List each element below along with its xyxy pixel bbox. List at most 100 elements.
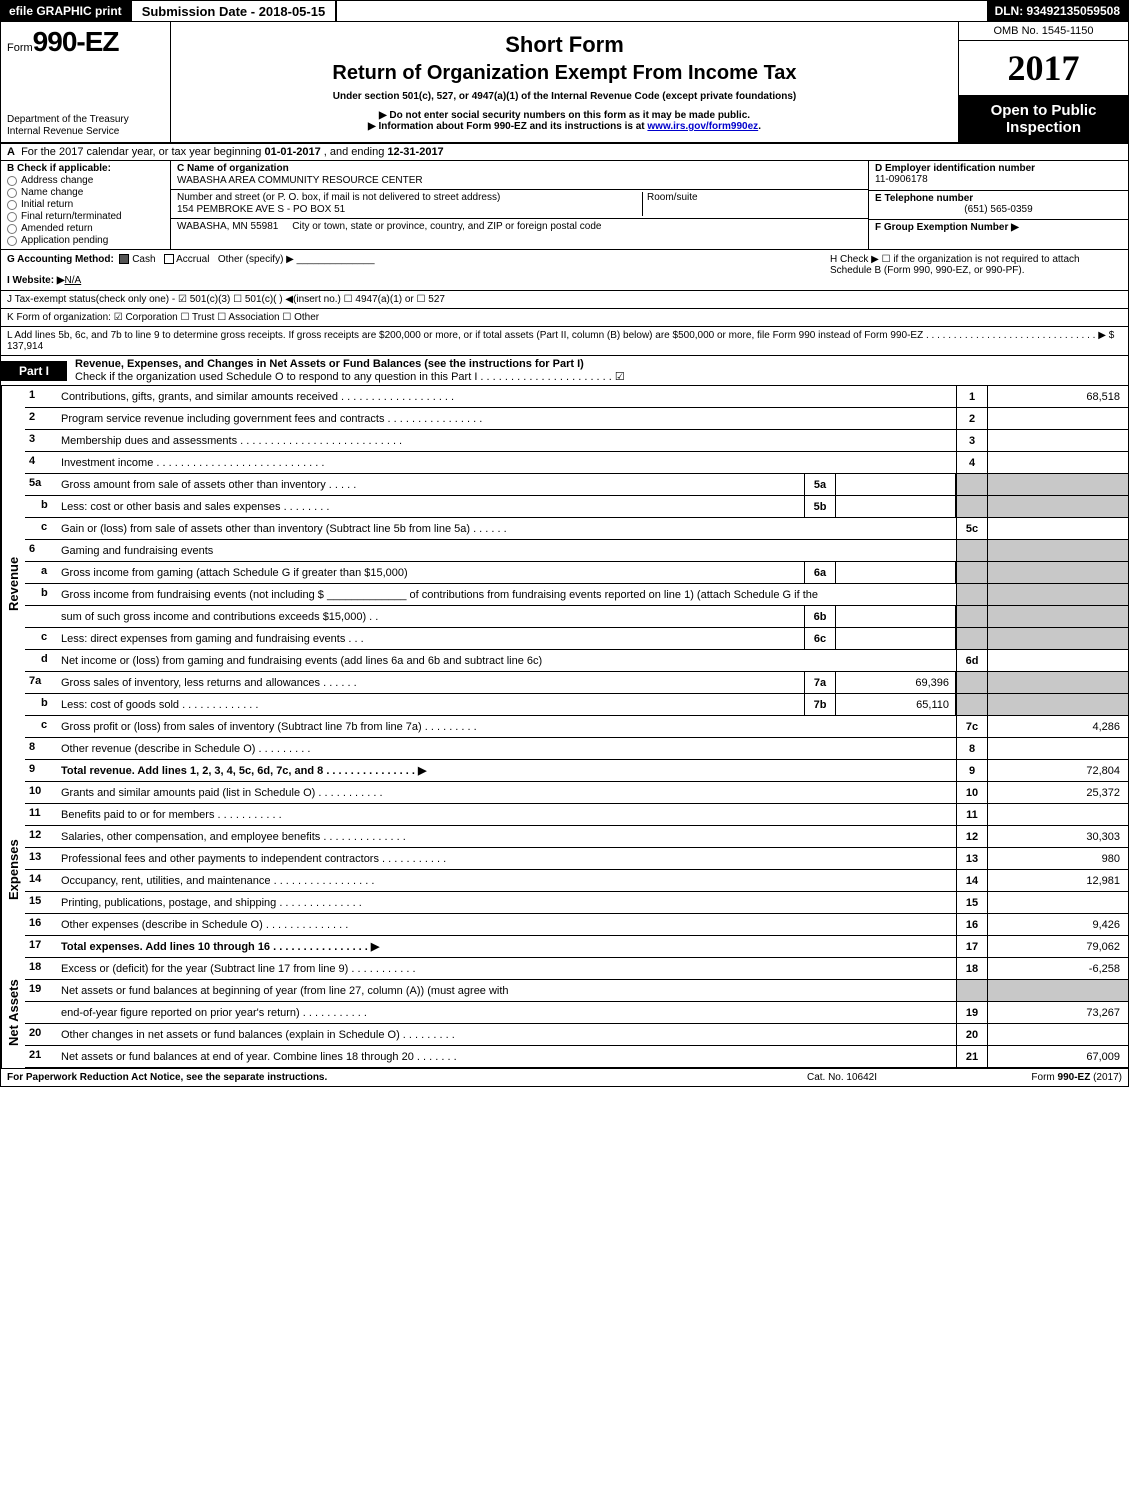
line-number: 2 (25, 408, 57, 429)
part1-header: Part I Revenue, Expenses, and Changes in… (0, 356, 1129, 386)
footer-formno: Form 990-EZ (2017) (942, 1072, 1122, 1083)
tax-year: 2017 (959, 41, 1128, 96)
line-number: 20 (25, 1024, 57, 1045)
mid-line-value (836, 628, 956, 649)
opt-cash: Cash (132, 254, 155, 265)
box-value (988, 408, 1128, 429)
box-value: 79,062 (988, 936, 1128, 957)
lbl-application-pending: Application pending (21, 235, 108, 246)
title-return: Return of Organization Exempt From Incom… (181, 62, 948, 85)
box-number (956, 474, 988, 495)
line-row: 14Occupancy, rent, utilities, and mainte… (25, 870, 1128, 892)
line-desc: Less: direct expenses from gaming and fu… (57, 628, 804, 649)
mid-line-number: 7a (804, 672, 836, 693)
box-value (988, 584, 1128, 605)
line-number: b (25, 584, 57, 605)
lbl-name-change: Name change (21, 187, 83, 198)
box-value: 30,303 (988, 826, 1128, 847)
line-number: 15 (25, 892, 57, 913)
cb-initial-return[interactable] (7, 200, 17, 210)
mid-line-value (836, 496, 956, 517)
box-number: 17 (956, 936, 988, 957)
box-value (988, 672, 1128, 693)
mid-line-value: 65,110 (836, 694, 956, 715)
line-number: 19 (25, 980, 57, 1001)
box-number: 4 (956, 452, 988, 473)
footer-catno: Cat. No. 10642I (742, 1072, 942, 1083)
line-a-tax-year: A For the 2017 calendar year, or tax yea… (0, 144, 1129, 161)
box-value (988, 518, 1128, 539)
line-number: d (25, 650, 57, 671)
org-city: WABASHA, MN 55981 (177, 221, 278, 232)
cb-final-return[interactable] (7, 212, 17, 222)
part1-check-text: Check if the organization used Schedule … (75, 371, 625, 383)
form-header: Form990-EZ Department of the Treasury In… (0, 22, 1129, 144)
line-desc: Grants and similar amounts paid (list in… (57, 782, 956, 803)
subtitle-under-section: Under section 501(c), 527, or 4947(a)(1)… (181, 91, 948, 102)
opt-other: Other (specify) ▶ (218, 254, 294, 265)
box-number: 15 (956, 892, 988, 913)
line-row: 21Net assets or fund balances at end of … (25, 1046, 1128, 1068)
org-address: 154 PEMBROKE AVE S - PO BOX 51 (177, 204, 345, 215)
line-number: 14 (25, 870, 57, 891)
box-number (956, 562, 988, 583)
line-desc: Investment income . . . . . . . . . . . … (57, 452, 956, 473)
efile-print-button[interactable]: efile GRAPHIC print (1, 1, 132, 21)
mid-line-number: 6b (804, 606, 836, 627)
cb-cash[interactable] (119, 254, 129, 264)
box-number: 1 (956, 386, 988, 407)
box-value: 25,372 (988, 782, 1128, 803)
line-row: 19Net assets or fund balances at beginni… (25, 980, 1128, 1002)
mid-line-value (836, 474, 956, 495)
header-center: Short Form Return of Organization Exempt… (171, 22, 958, 142)
box-b-label: B Check if applicable: (7, 163, 164, 174)
cb-address-change[interactable] (7, 176, 17, 186)
line-desc: Membership dues and assessments . . . . … (57, 430, 956, 451)
cb-name-change[interactable] (7, 188, 17, 198)
open-to-public: Open to PublicInspection (959, 96, 1128, 142)
line-row: cGross profit or (loss) from sales of in… (25, 716, 1128, 738)
line-number: 3 (25, 430, 57, 451)
line-desc: Occupancy, rent, utilities, and maintena… (57, 870, 956, 891)
cb-application-pending[interactable] (7, 236, 17, 246)
box-value (988, 694, 1128, 715)
irs-link[interactable]: www.irs.gov/form990ez (647, 121, 758, 132)
line-number: 12 (25, 826, 57, 847)
box-value (988, 650, 1128, 671)
line-row: bLess: cost or other basis and sales exp… (25, 496, 1128, 518)
line-number: 13 (25, 848, 57, 869)
form-990ez: 990-EZ (33, 26, 119, 57)
box-number: 6d (956, 650, 988, 671)
line-number: 4 (25, 452, 57, 473)
line-a-mid: , and ending (321, 146, 388, 158)
header-left: Form990-EZ Department of the Treasury In… (1, 22, 171, 142)
box-value (988, 980, 1128, 1001)
box-value: 12,981 (988, 870, 1128, 891)
box-value (988, 540, 1128, 561)
line-desc: Total revenue. Add lines 1, 2, 3, 4, 5c,… (57, 760, 956, 781)
mid-line-number: 6c (804, 628, 836, 649)
omb-number: OMB No. 1545-1150 (959, 22, 1128, 41)
line-i-website: I Website: ▶N/A (7, 275, 822, 286)
box-number (956, 540, 988, 561)
line-number: 1 (25, 386, 57, 407)
line-row: 6Gaming and fundraising events (25, 540, 1128, 562)
box-value (988, 628, 1128, 649)
box-number: 14 (956, 870, 988, 891)
line-number (25, 1002, 57, 1023)
box-d-label: D Employer identification number (875, 163, 1035, 174)
city-label: City or town, state or province, country… (292, 221, 601, 232)
box-number: 11 (956, 804, 988, 825)
revenue-vlabel: Revenue (1, 386, 25, 782)
cb-accrual[interactable] (164, 254, 174, 264)
line-number: 5a (25, 474, 57, 495)
cb-amended-return[interactable] (7, 224, 17, 234)
line-desc: Gross profit or (loss) from sales of inv… (57, 716, 956, 737)
lbl-amended-return: Amended return (21, 223, 93, 234)
line-g-label: G Accounting Method: (7, 254, 114, 265)
box-f-label: F Group Exemption Number ▶ (875, 222, 1019, 233)
footer-paperwork: For Paperwork Reduction Act Notice, see … (7, 1072, 742, 1083)
line-desc: Gross income from fundraising events (no… (57, 584, 956, 605)
box-number: 19 (956, 1002, 988, 1023)
box-value (988, 804, 1128, 825)
